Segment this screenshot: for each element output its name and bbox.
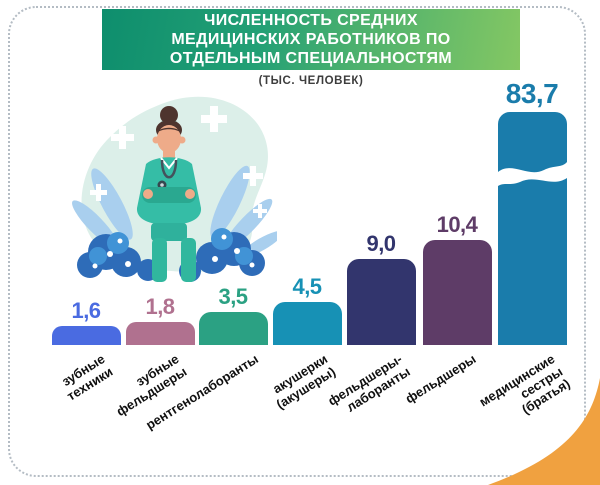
corner-accent [488, 378, 600, 485]
units-subtitle: (ТЫС. ЧЕЛОВЕК) [258, 75, 364, 87]
page-title-line-2: МЕДИЦИНСКИХ РАБОТНИКОВ ПО [171, 31, 451, 48]
page-title-line-3: ОТДЕЛЬНЫМ СПЕЦИАЛЬНОСТЯМ [169, 50, 453, 67]
bar-6 [422, 240, 492, 345]
bar-5 [346, 259, 416, 345]
bar-value-label-4: 4,5 [292, 274, 322, 299]
page-title-line-1: ЧИСЛЕННОСТЬ СРЕДНИХ [204, 12, 418, 29]
bar-value-label-1: 1,6 [71, 298, 101, 323]
bar-value-label-3: 3,5 [218, 284, 248, 309]
nurse-illustration [72, 96, 277, 282]
bar-2 [125, 322, 195, 345]
bar-value-label-6: 10,4 [436, 212, 478, 237]
flower-shapes [92, 234, 255, 269]
bar-4 [272, 302, 342, 345]
title-banner: ЧИСЛЕННОСТЬ СРЕДНИХ МЕДИЦИНСКИХ РАБОТНИК… [102, 9, 520, 70]
bar-value-label-5: 9,0 [366, 231, 396, 256]
bar-category-label-4: акушерки (акушеры) [270, 351, 339, 412]
bar-3 [198, 312, 268, 345]
bar-category-label-5: фельдшеры- лаборанты [324, 351, 413, 415]
bar-1 [51, 326, 121, 345]
bar-category-label-6: фельдшеры [402, 351, 479, 407]
nurse-figure [136, 106, 202, 282]
bar-value-label-7: 83,7 [505, 78, 559, 109]
bar-value-label-2: 1,8 [145, 294, 175, 319]
bar-7 [497, 112, 567, 345]
cross-icons [90, 106, 267, 218]
axis-break-wave [497, 162, 567, 186]
